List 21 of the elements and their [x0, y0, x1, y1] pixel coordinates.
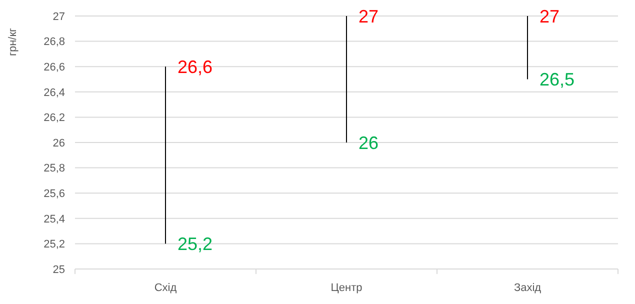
- annotation: 25,2: [178, 234, 213, 254]
- annotation: 27: [540, 6, 560, 26]
- annotation: 26,6: [178, 56, 213, 77]
- y-axis-title: грн/кг: [7, 28, 19, 56]
- x-tick-label: Центр: [330, 282, 362, 294]
- y-tick-label: 26,4: [44, 86, 65, 99]
- annotation: 26: [358, 132, 379, 153]
- y-tick-label: 25: [52, 264, 65, 276]
- annotation: 26,5: [540, 70, 575, 90]
- y-tick-label: 26: [52, 137, 65, 150]
- y-tick-label: 26,2: [44, 112, 65, 124]
- y-tick-label: 26,6: [44, 61, 65, 74]
- x-tick-label: Схід: [154, 282, 178, 294]
- y-tick-label: 25,4: [44, 213, 65, 226]
- y-tick-label: 27: [52, 10, 65, 23]
- y-tick-label: 25,8: [44, 162, 65, 175]
- y-tick-label: 25,2: [44, 238, 65, 251]
- annotation: 27: [358, 6, 379, 26]
- x-tick-label: Захід: [514, 282, 542, 294]
- y-tick-label: 25,6: [44, 188, 65, 200]
- y-tick-label: 26,8: [44, 36, 65, 48]
